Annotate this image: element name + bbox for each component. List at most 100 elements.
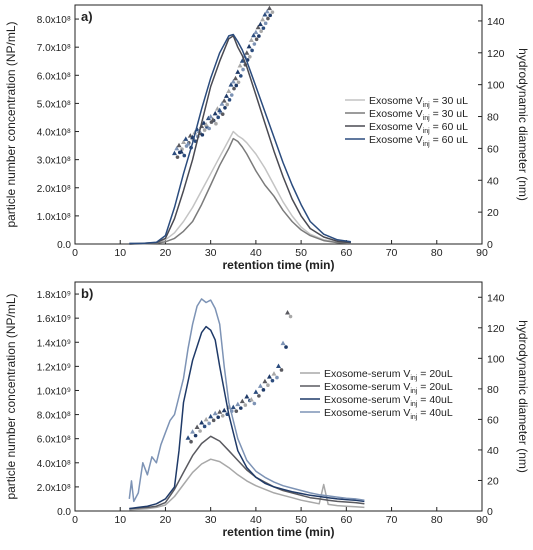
diameter-point <box>263 21 268 26</box>
diameter-point <box>285 310 291 315</box>
series-line <box>129 33 352 245</box>
diameter-point <box>248 397 254 402</box>
diameter-point <box>208 114 214 119</box>
x-tick-label: 40 <box>250 247 262 259</box>
diameter-point <box>220 112 225 116</box>
diameter-point <box>185 141 191 146</box>
diameter-point <box>257 21 263 27</box>
series-line <box>128 298 365 503</box>
plot-frame <box>74 281 483 512</box>
x-tick-label: 0 <box>72 514 78 526</box>
y-tick-label: 1.0x10⁹ <box>37 386 71 397</box>
diameter-point <box>187 133 193 138</box>
y-tick-label: 2.0x10⁸ <box>37 184 71 195</box>
diameter-point <box>264 8 270 14</box>
x-tick-label: 60 <box>340 247 352 259</box>
diameter-point <box>253 29 259 35</box>
y-tick-label: 7.0x10⁸ <box>37 43 71 54</box>
x-tick-label: 50 <box>295 247 307 259</box>
diameter-point <box>235 69 241 74</box>
diameter-point <box>261 26 266 30</box>
diameter-point <box>279 368 284 372</box>
x-tick-label: 60 <box>340 514 352 526</box>
diameter-point <box>239 398 245 404</box>
diameter-point <box>237 63 243 68</box>
diameter-point <box>266 16 270 21</box>
y2-tick-label: 0 <box>487 239 493 251</box>
diameter-point <box>230 404 236 410</box>
diameter-point <box>181 139 187 145</box>
x-tick-label: 50 <box>295 514 307 526</box>
diameter-point <box>175 155 180 159</box>
y2-axis-label: hydrodynamic diameter (nm) <box>516 320 530 473</box>
y-tick-label: 8.0x10⁸ <box>37 15 71 26</box>
x-tick-label: 70 <box>386 247 398 259</box>
y-tick-label: 4.0x10⁸ <box>37 128 71 139</box>
diameter-point <box>214 106 220 111</box>
y2-tick-label: 20 <box>487 207 499 219</box>
y2-tick-label: 0 <box>487 506 493 518</box>
diameter-point <box>210 117 216 122</box>
diameter-point <box>182 153 187 158</box>
diameter-point <box>280 340 286 346</box>
diameter-point <box>228 82 234 87</box>
diameter-point <box>220 413 225 418</box>
y-tick-label: 0.0 <box>57 507 71 518</box>
y2-tick-label: 140 <box>487 292 505 304</box>
y-tick-label: 1.0x10⁸ <box>37 212 71 223</box>
diameter-point <box>239 406 243 410</box>
series-line <box>129 325 365 510</box>
x-tick-label: 10 <box>114 247 126 259</box>
panel-b: 0 10 20 30 40 50 60 70 80 90 0.0 2.0x10⁸ 4.0x10⁸ 6.0x… <box>4 281 530 539</box>
diameter-point <box>217 409 223 414</box>
y-tick-label: 5.0x10⁸ <box>37 99 71 110</box>
diameter-point <box>288 314 293 319</box>
legend-label: Exosome Vinj = 60 uL <box>369 121 468 135</box>
diameter-point <box>232 86 236 91</box>
diameter-point <box>235 401 241 407</box>
panel-label: b) <box>81 286 93 301</box>
y-tick-label: 1.2x10⁹ <box>37 362 71 373</box>
diameter-point <box>229 93 234 97</box>
legend-label: Exosome-serum Vinj = 40uL <box>324 394 453 408</box>
diameter-point <box>254 37 259 42</box>
diameter-point <box>211 418 216 423</box>
diameter-point <box>276 363 281 368</box>
diameter-point <box>250 48 254 53</box>
diameter-point <box>221 98 227 103</box>
y2-tick-label: 120 <box>487 323 505 335</box>
diameter-point <box>185 435 191 440</box>
diameter-point <box>252 42 257 46</box>
x-axis-label: retention time (min) <box>222 258 334 272</box>
diameter-point <box>219 101 225 106</box>
legend-label: Exosome Vinj = 60 uL <box>369 134 468 148</box>
diameter-point <box>246 43 252 49</box>
diameter-point <box>243 403 248 407</box>
diameter-point <box>271 371 277 376</box>
diameter-point <box>241 67 245 72</box>
diameter-point <box>284 345 288 349</box>
diameter-point <box>202 424 207 429</box>
legend-label: Exosome Vinj = 30 uL <box>369 108 468 122</box>
diameter-point <box>234 83 239 88</box>
x-tick-label: 40 <box>250 514 262 526</box>
diameter-point <box>257 383 263 388</box>
y2-tick-label: 140 <box>487 16 505 28</box>
diameter-point <box>216 415 220 420</box>
diameter-point <box>266 383 270 388</box>
y2-tick-label: 20 <box>487 475 499 487</box>
y2-tick-label: 40 <box>487 445 499 457</box>
diameter-point <box>239 74 243 78</box>
x-tick-label: 80 <box>431 514 443 526</box>
diameter-point <box>257 394 261 398</box>
panel-label: a) <box>81 9 93 24</box>
diameter-point <box>208 413 214 419</box>
y2-axis-label: hydrodynamic diameter (nm) <box>516 48 530 201</box>
diameter-point <box>236 80 241 85</box>
legend-label: Exosome Vinj = 30 uL <box>369 95 468 109</box>
y-tick-label: 3.0x10⁸ <box>37 156 71 167</box>
diameter-point <box>262 12 268 17</box>
diameter-point <box>174 145 180 151</box>
diameter-point <box>257 34 261 38</box>
diameter-point <box>171 150 177 156</box>
